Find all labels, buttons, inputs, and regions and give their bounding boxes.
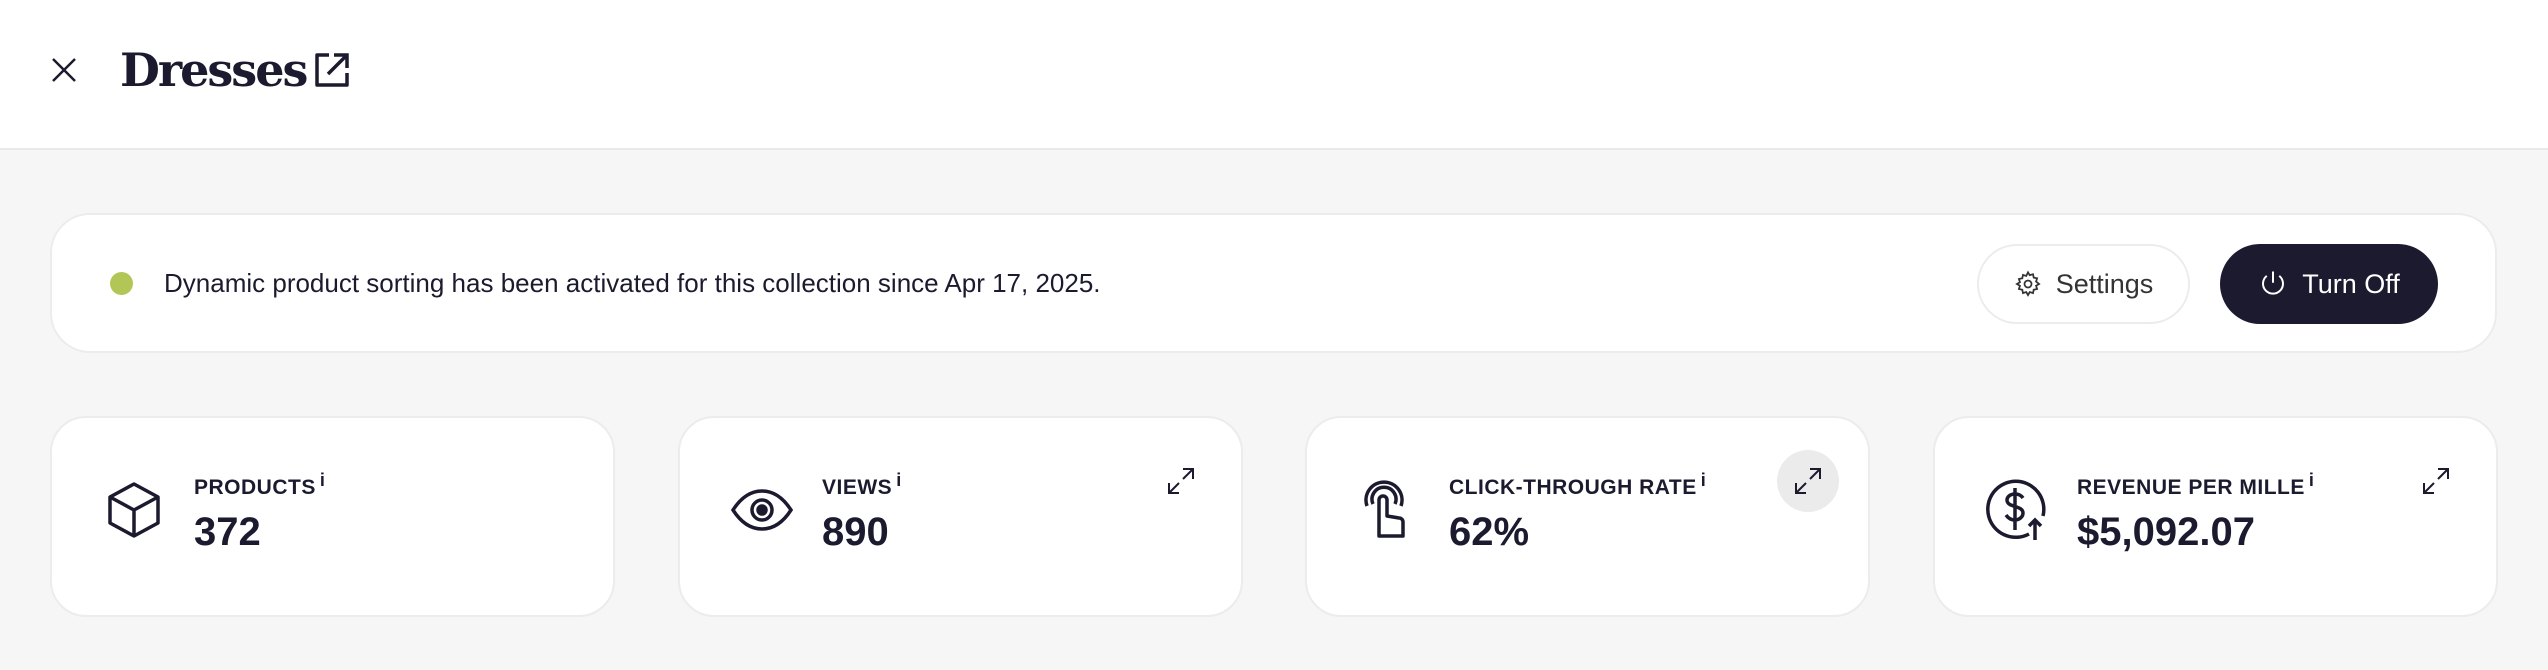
metric-card-rpm: REVENUE PER MILLE i $5,092.07 <box>1933 416 2498 617</box>
tap-icon <box>1364 480 1405 538</box>
metric-label: VIEWS <box>822 476 893 499</box>
external-link-icon[interactable] <box>312 50 352 90</box>
status-dot <box>110 272 133 295</box>
metric-value: 372 <box>194 510 261 554</box>
dollar-growth-icon <box>1986 479 2046 540</box>
expand-button[interactable] <box>1150 450 1212 512</box>
gear-icon <box>2014 270 2041 297</box>
metric-value: 62% <box>1449 510 1530 554</box>
box-icon <box>108 482 160 538</box>
turn-off-label: Turn Off <box>2302 268 2400 299</box>
settings-label: Settings <box>2055 268 2154 299</box>
expand-button[interactable] <box>1777 450 1839 512</box>
expand-icon <box>1795 468 1821 494</box>
metric-label: CLICK-THROUGH RATE <box>1449 476 1697 499</box>
header: Dresses <box>0 0 2548 150</box>
settings-button[interactable]: Settings <box>1977 244 2190 324</box>
metric-card-products: PRODUCTS i 372 <box>50 416 615 617</box>
metric-value: $5,092.07 <box>2077 510 2255 554</box>
info-icon[interactable]: i <box>1700 470 1707 490</box>
metric-label: PRODUCTS <box>194 476 316 499</box>
page-title: Dresses <box>120 43 308 97</box>
info-icon[interactable]: i <box>896 470 902 490</box>
power-icon <box>2262 271 2285 295</box>
expand-icon <box>1168 468 1194 494</box>
close-icon[interactable] <box>48 54 80 86</box>
expand-button[interactable] <box>2405 450 2467 512</box>
metric-card-ctr: CLICK-THROUGH RATE i 62% <box>1305 416 1870 617</box>
expand-icon <box>2423 468 2449 494</box>
info-icon[interactable]: i <box>319 470 326 490</box>
metric-value: 890 <box>822 510 889 554</box>
metric-card-views: VIEWS i 890 <box>678 416 1243 617</box>
info-icon[interactable]: i <box>2308 470 2315 490</box>
eye-icon <box>730 489 794 531</box>
turn-off-button[interactable]: Turn Off <box>2220 244 2438 324</box>
status-message: Dynamic product sorting has been activat… <box>164 268 1101 298</box>
metric-label: REVENUE PER MILLE <box>2077 476 2305 499</box>
